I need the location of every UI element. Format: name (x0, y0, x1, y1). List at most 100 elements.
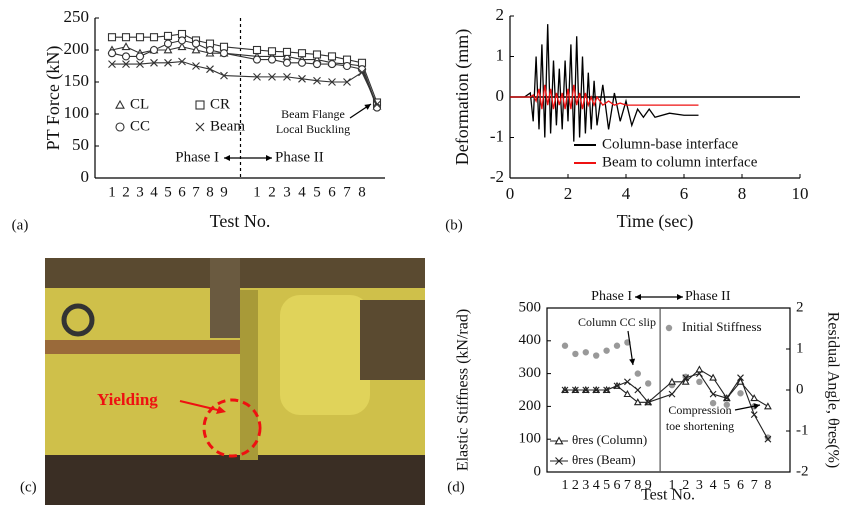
marker (107, 33, 117, 42)
x-tick-label: 5 (164, 184, 172, 200)
photo-bolt (61, 303, 95, 337)
annotation: Column CC slip (578, 315, 656, 329)
marker (668, 377, 676, 385)
y-tick-label: -1 (796, 422, 809, 438)
x-tick-label: 1 (253, 184, 261, 200)
x-tick-label: 3 (696, 478, 703, 493)
x-tick-label: 8 (764, 478, 771, 493)
marker (709, 399, 717, 407)
marker (342, 61, 352, 71)
panel-label: (c) (20, 479, 37, 495)
marker (634, 386, 642, 394)
photo-block (280, 295, 370, 415)
marker (723, 401, 730, 408)
x-axis-label: Test No. (641, 487, 695, 504)
y-tick-label: 100 (519, 431, 542, 447)
x-tick-label: 6 (614, 478, 621, 493)
x-tick-label: 7 (343, 184, 351, 200)
panel-label: (d) (447, 479, 465, 495)
marker (695, 365, 704, 373)
y-tick-label: 100 (64, 103, 90, 122)
marker (312, 50, 322, 59)
arrow-head (753, 403, 760, 410)
marker (195, 100, 205, 110)
marker (593, 352, 600, 359)
x-axis-label: Time (sec) (617, 211, 694, 232)
x-tick-label: 7 (751, 478, 758, 493)
marker (750, 394, 759, 402)
phase-label: Phase II (685, 289, 731, 304)
arrow-head (629, 358, 636, 365)
marker (252, 45, 262, 55)
marker (681, 377, 690, 385)
y-tick-label: 2 (796, 299, 804, 315)
marker (121, 33, 131, 42)
marker (283, 72, 291, 81)
marker (358, 68, 366, 77)
marker (682, 373, 689, 381)
yield-circle (202, 398, 262, 458)
y-tick-label: 0 (796, 381, 804, 397)
marker (205, 45, 215, 55)
marker (253, 72, 261, 81)
y-tick-label: 50 (72, 135, 89, 154)
annotation: Local Buckling (276, 122, 350, 136)
marker (268, 72, 276, 81)
marker (634, 370, 641, 377)
x-tick-label: 6 (178, 184, 186, 200)
photo-column (240, 290, 258, 460)
marker (582, 349, 589, 356)
y-tick-label: 400 (519, 332, 542, 348)
marker (764, 435, 772, 443)
series-line (112, 60, 378, 105)
legend-label: CC (130, 118, 150, 134)
marker (624, 378, 631, 386)
y-tick-label: -1 (490, 126, 504, 145)
marker (115, 122, 125, 132)
x-tick-label: 4 (593, 478, 600, 493)
x-tick-label: 9 (220, 184, 228, 200)
x-tick-label: 3 (136, 184, 144, 200)
x-tick-label: 8 (738, 184, 747, 203)
legend-label: Initial Stiffness (682, 319, 762, 334)
x-tick-label: 6 (737, 478, 744, 493)
x-tick-label: 0 (506, 184, 515, 203)
panel-label: (b) (445, 217, 463, 233)
marker (665, 324, 673, 332)
y-tick-label: 0 (81, 167, 90, 186)
marker (343, 78, 351, 86)
x-tick-label: 4 (622, 184, 631, 203)
annotation: Beam Flange (281, 107, 345, 121)
marker (108, 60, 116, 68)
marker (149, 33, 159, 42)
arrow-head (266, 155, 272, 161)
x-tick-label: 4 (298, 184, 306, 200)
photo-shade (45, 455, 425, 505)
x-tick-label: 3 (283, 184, 291, 200)
marker (150, 58, 158, 67)
marker (122, 60, 130, 68)
annotation: Compression (668, 403, 731, 417)
marker (163, 45, 173, 54)
x-tick-label: 7 (624, 478, 631, 493)
yield-arrow (179, 400, 223, 412)
photo-plate (45, 340, 255, 354)
marker (561, 342, 569, 349)
legend-label: θres (Beam) (572, 452, 636, 467)
marker (763, 402, 772, 410)
marker (206, 65, 214, 74)
x-tick-label: 8 (206, 184, 214, 200)
x-axis-label: Test No. (210, 211, 271, 231)
marker (192, 62, 200, 70)
yield-label: Yielding (97, 390, 158, 409)
marker (327, 60, 337, 69)
marker (613, 342, 621, 349)
marker (327, 52, 337, 61)
legend-label: Column-base interface (602, 136, 739, 152)
phase-label: Phase I (175, 149, 219, 165)
marker (149, 45, 159, 55)
y-tick-label: 150 (64, 71, 90, 90)
arrow-head (216, 406, 226, 414)
marker (561, 386, 569, 394)
y-axis-label: PT Force (kN) (43, 46, 64, 151)
